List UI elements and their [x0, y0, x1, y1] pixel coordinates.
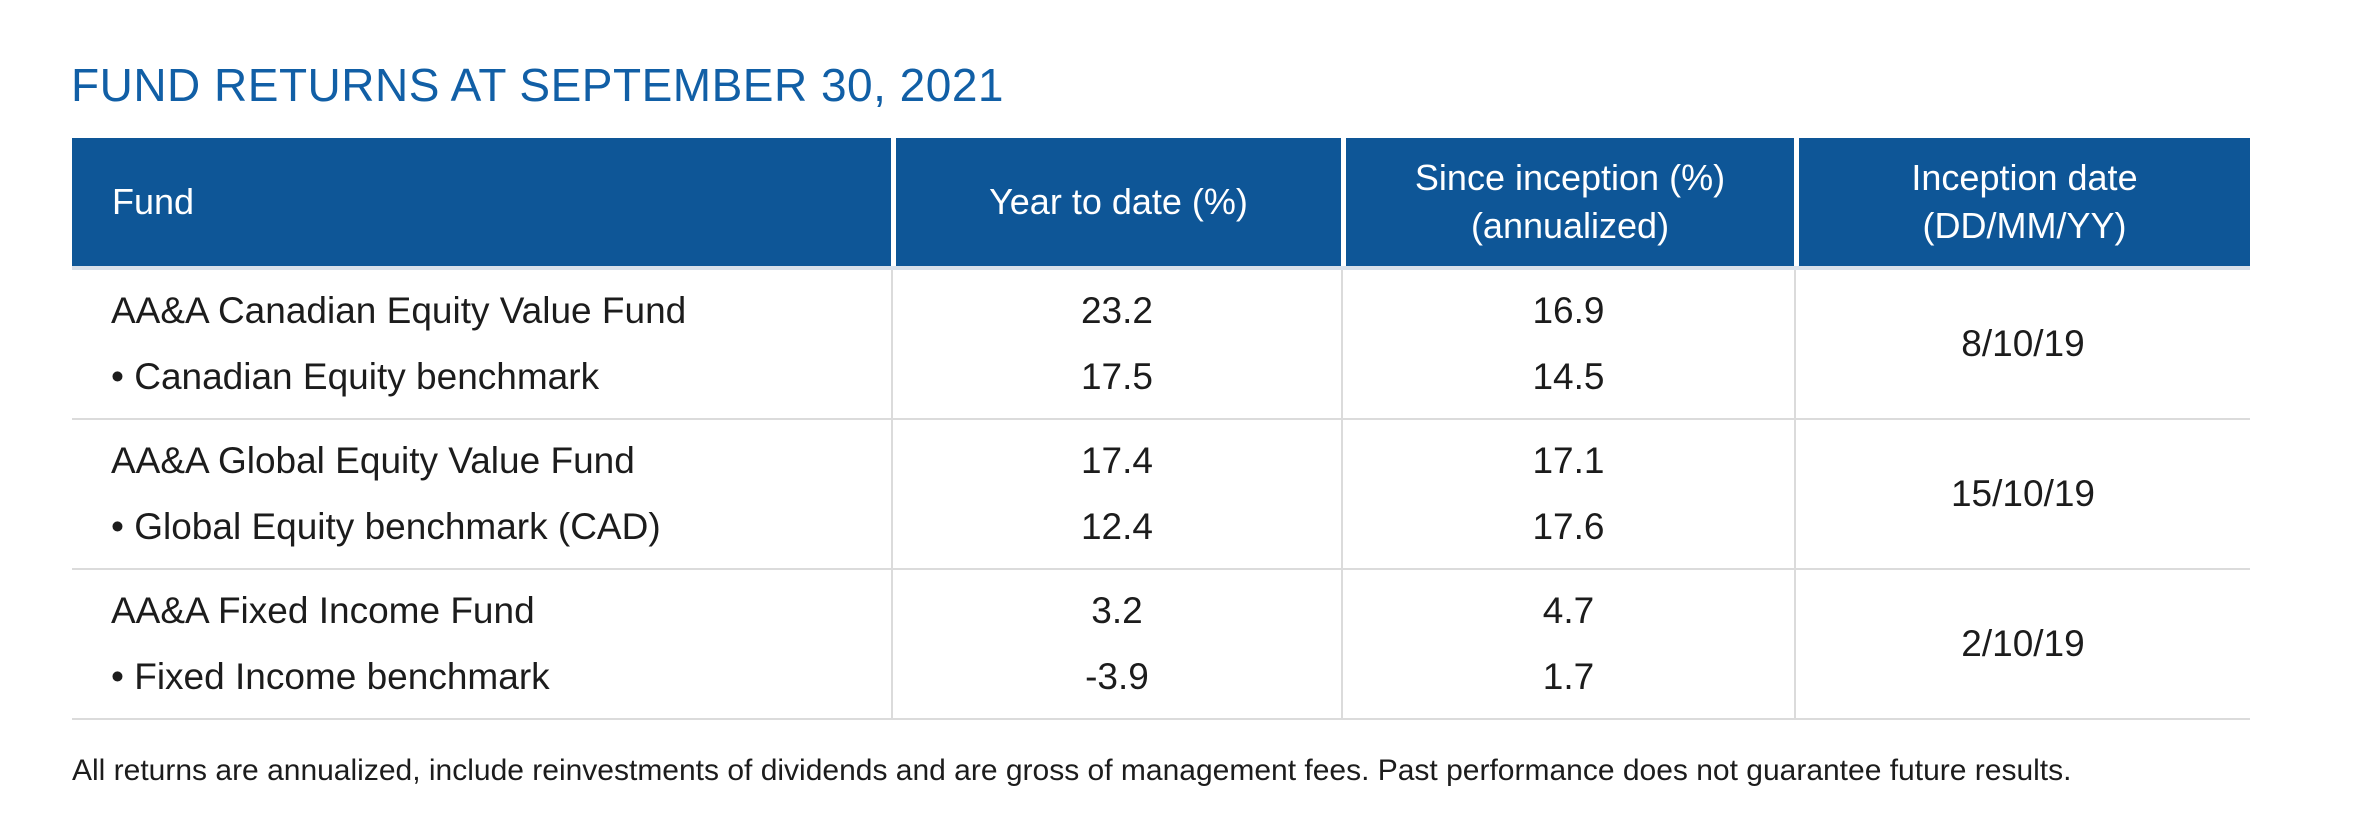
inception-date-value: 2/10/19	[1961, 623, 2085, 664]
column-header-year-to-date-label: Year to date (%)	[989, 181, 1248, 222]
fund-cell: AA&A Fixed Income Fund • Fixed Income be…	[72, 570, 891, 718]
column-header-inception-date-line2: (DD/MM/YY)	[1922, 205, 2127, 246]
year-to-date-cell: 23.2 17.5	[891, 270, 1341, 418]
column-header-fund-label: Fund	[112, 181, 195, 222]
benchmark-name: • Fixed Income benchmark	[111, 656, 550, 697]
since-inception-benchmark-value: 14.5	[1532, 356, 1605, 397]
ytd-benchmark-value: -3.9	[1085, 656, 1149, 697]
fund-returns-table: Fund Year to date (%) Since inception (%…	[72, 138, 2250, 720]
ytd-benchmark-value: 12.4	[1080, 506, 1153, 547]
table-row-global-equity: AA&A Global Equity Value Fund • Global E…	[72, 420, 2250, 570]
since-inception-fund-value: 16.9	[1532, 290, 1605, 331]
column-header-fund: Fund	[72, 138, 891, 266]
since-inception-cell: 4.7 1.7	[1341, 570, 1794, 718]
table-row-fixed-income: AA&A Fixed Income Fund • Fixed Income be…	[72, 570, 2250, 720]
column-header-since-inception-line1: Since inception (%)	[1414, 157, 1726, 198]
since-inception-cell: 16.9 14.5	[1341, 270, 1794, 418]
since-inception-benchmark-value: 17.6	[1532, 506, 1605, 547]
table-row-canadian-equity: AA&A Canadian Equity Value Fund • Canadi…	[72, 270, 2250, 420]
inception-date-cell: 8/10/19	[1794, 270, 2250, 418]
page-title: FUND RETURNS AT SEPTEMBER 30, 2021	[71, 59, 1005, 111]
since-inception-fund-value: 17.1	[1532, 440, 1605, 481]
fund-name: AA&A Canadian Equity Value Fund	[111, 290, 687, 331]
ytd-fund-value: 17.4	[1080, 440, 1153, 481]
ytd-fund-value: 3.2	[1091, 590, 1143, 631]
column-header-inception-date-line1: Inception date	[1911, 157, 2138, 198]
inception-date-cell: 2/10/19	[1794, 570, 2250, 718]
column-header-inception-date: Inception date (DD/MM/YY)	[1794, 138, 2250, 266]
ytd-benchmark-value: 17.5	[1080, 356, 1153, 397]
since-inception-fund-value: 4.7	[1542, 590, 1595, 631]
year-to-date-cell: 17.4 12.4	[891, 420, 1341, 568]
benchmark-name: • Canadian Equity benchmark	[111, 356, 600, 397]
inception-date-value: 15/10/19	[1950, 473, 2096, 514]
fund-cell: AA&A Global Equity Value Fund • Global E…	[72, 420, 891, 568]
fund-name: AA&A Global Equity Value Fund	[111, 440, 635, 481]
year-to-date-cell: 3.2 -3.9	[891, 570, 1341, 718]
footnote: All returns are annualized, include rein…	[72, 754, 2072, 787]
since-inception-benchmark-value: 1.7	[1542, 656, 1595, 697]
column-header-since-inception: Since inception (%) (annualized)	[1341, 138, 1794, 266]
ytd-fund-value: 23.2	[1080, 290, 1153, 331]
table-header-row: Fund Year to date (%) Since inception (%…	[72, 138, 2250, 270]
column-header-since-inception-line2: (annualized)	[1470, 205, 1670, 246]
column-header-year-to-date: Year to date (%)	[891, 138, 1341, 266]
since-inception-cell: 17.1 17.6	[1341, 420, 1794, 568]
inception-date-value: 8/10/19	[1961, 323, 2085, 364]
inception-date-cell: 15/10/19	[1794, 420, 2250, 568]
fund-cell: AA&A Canadian Equity Value Fund • Canadi…	[72, 270, 891, 418]
benchmark-name: • Global Equity benchmark (CAD)	[111, 506, 661, 547]
fund-name: AA&A Fixed Income Fund	[111, 590, 535, 631]
